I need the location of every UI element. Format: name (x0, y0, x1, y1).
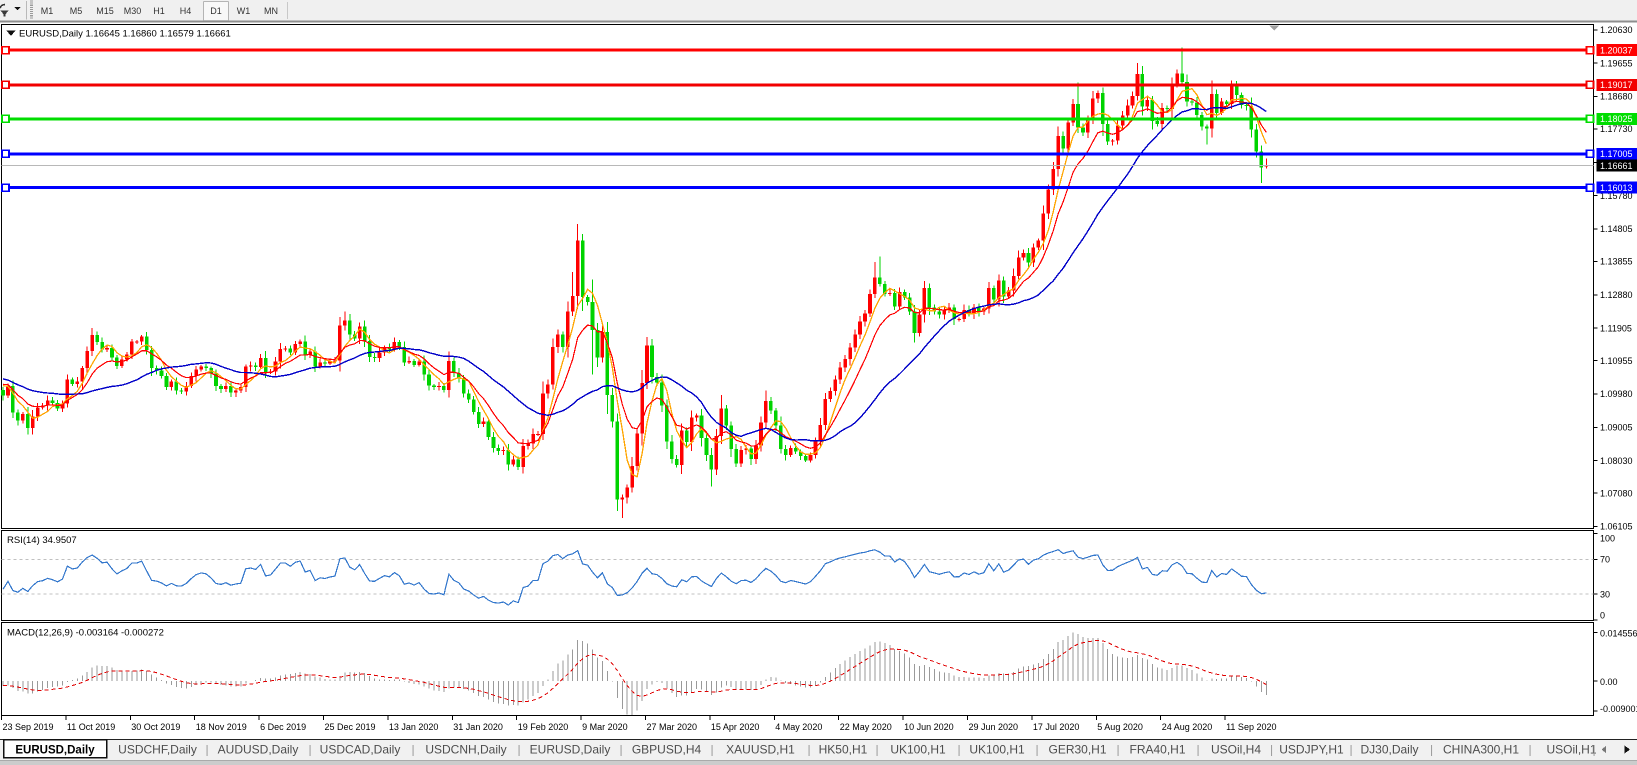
svg-text:|: | (1270, 743, 1273, 757)
svg-text:11 Sep 2020: 11 Sep 2020 (1226, 722, 1276, 732)
svg-text:|: | (308, 743, 311, 757)
svg-text:GER30,H1: GER30,H1 (1048, 743, 1106, 757)
svg-text:MN: MN (264, 6, 278, 16)
svg-text:CHINA300,H1: CHINA300,H1 (1443, 743, 1519, 757)
svg-text:UK100,H1: UK100,H1 (890, 743, 946, 757)
svg-text:0.014556: 0.014556 (1600, 629, 1637, 639)
svg-text:|: | (710, 743, 713, 757)
svg-text:M5: M5 (70, 6, 83, 16)
svg-text:30 Oct 2019: 30 Oct 2019 (131, 722, 180, 732)
svg-text:1.20037: 1.20037 (1600, 45, 1633, 55)
svg-text:-0.009001: -0.009001 (1600, 704, 1637, 714)
svg-text:EURUSD,Daily: EURUSD,Daily (15, 745, 95, 757)
svg-text:30: 30 (1600, 589, 1610, 599)
svg-text:1.18680: 1.18680 (1600, 92, 1633, 102)
svg-text:HK50,H1: HK50,H1 (819, 743, 868, 757)
svg-text:27 Mar 2020: 27 Mar 2020 (647, 722, 698, 732)
svg-text:USDCHF,Daily: USDCHF,Daily (118, 743, 197, 757)
svg-text:70: 70 (1600, 555, 1610, 565)
svg-text:1.06105: 1.06105 (1600, 522, 1633, 532)
svg-text:1.07080: 1.07080 (1600, 488, 1633, 498)
svg-text:18 Nov 2019: 18 Nov 2019 (196, 722, 247, 732)
svg-text:15 Apr 2020: 15 Apr 2020 (711, 722, 760, 732)
svg-text:1.10955: 1.10955 (1600, 356, 1633, 366)
svg-text:17 Jul 2020: 17 Jul 2020 (1033, 722, 1080, 732)
svg-text:|: | (807, 743, 810, 757)
svg-text:1.12880: 1.12880 (1600, 290, 1633, 300)
svg-text:29 Jun 2020: 29 Jun 2020 (969, 722, 1019, 732)
svg-text:DJ30,Daily: DJ30,Daily (1360, 743, 1418, 757)
svg-text:0.00: 0.00 (1600, 677, 1618, 687)
svg-text:10 Jun 2020: 10 Jun 2020 (904, 722, 954, 732)
svg-text:1.16013: 1.16013 (1600, 183, 1633, 193)
svg-text:|: | (1035, 743, 1038, 757)
svg-text:FRA40,H1: FRA40,H1 (1129, 743, 1185, 757)
svg-text:W1: W1 (237, 6, 251, 16)
svg-text:|: | (1349, 743, 1352, 757)
svg-text:100: 100 (1600, 534, 1615, 544)
svg-text:RSI(14) 34.9507: RSI(14) 34.9507 (7, 535, 77, 546)
svg-text:USDCNH,Daily: USDCNH,Daily (425, 743, 506, 757)
svg-text:H1: H1 (153, 6, 165, 16)
svg-text:|: | (1592, 743, 1595, 757)
svg-text:1.18025: 1.18025 (1600, 114, 1633, 124)
svg-text:19 Feb 2020: 19 Feb 2020 (518, 722, 569, 732)
svg-text:|: | (1430, 743, 1433, 757)
svg-text:|: | (1528, 743, 1531, 757)
svg-text:9 Mar 2020: 9 Mar 2020 (582, 722, 628, 732)
svg-text:XAUUSD,H1: XAUUSD,H1 (726, 743, 795, 757)
svg-text:1.13855: 1.13855 (1600, 257, 1633, 267)
svg-text:1.19655: 1.19655 (1600, 58, 1633, 68)
svg-text:6 Dec 2019: 6 Dec 2019 (260, 722, 306, 732)
svg-text:1.08030: 1.08030 (1600, 456, 1633, 466)
svg-text:EURUSD,Daily: EURUSD,Daily (530, 743, 611, 757)
svg-text:M30: M30 (124, 6, 142, 16)
svg-text:D1: D1 (210, 6, 222, 16)
svg-text:23 Sep 2019: 23 Sep 2019 (3, 722, 54, 732)
svg-text:1.20630: 1.20630 (1600, 25, 1633, 35)
svg-text:|: | (411, 743, 414, 757)
svg-text:|: | (1116, 743, 1119, 757)
svg-text:13 Jan 2020: 13 Jan 2020 (389, 722, 439, 732)
svg-text:AUDUSD,Daily: AUDUSD,Daily (218, 743, 299, 757)
svg-text:1.17730: 1.17730 (1600, 124, 1633, 134)
svg-text:USDJPY,H1: USDJPY,H1 (1279, 743, 1344, 757)
svg-text:31 Jan 2020: 31 Jan 2020 (453, 722, 503, 732)
svg-text:USOil,H1: USOil,H1 (1546, 743, 1596, 757)
svg-text:MACD(12,26,9) -0.003164 -0.000: MACD(12,26,9) -0.003164 -0.000272 (7, 628, 164, 639)
svg-text:1.11905: 1.11905 (1600, 323, 1632, 333)
svg-text:1.15780: 1.15780 (1600, 191, 1633, 201)
svg-text:M1: M1 (41, 6, 54, 16)
svg-text:UK100,H1: UK100,H1 (969, 743, 1025, 757)
svg-text:|: | (205, 743, 208, 757)
svg-text:5 Aug 2020: 5 Aug 2020 (1097, 722, 1143, 732)
svg-text:1.09005: 1.09005 (1600, 423, 1633, 433)
svg-text:0: 0 (1600, 611, 1605, 621)
svg-text:H4: H4 (180, 6, 192, 16)
svg-text:USDCAD,Daily: USDCAD,Daily (320, 743, 401, 757)
svg-text:4 May 2020: 4 May 2020 (775, 722, 822, 732)
svg-text:EURUSD,Daily 1.16645 1.16860: EURUSD,Daily 1.16645 1.16860 1.16579 1.1… (19, 29, 231, 40)
svg-text:|: | (517, 743, 520, 757)
svg-text:1.14805: 1.14805 (1600, 224, 1633, 234)
svg-text:25 Dec 2019: 25 Dec 2019 (325, 722, 376, 732)
svg-text:|: | (875, 743, 878, 757)
svg-text:1.09980: 1.09980 (1600, 389, 1633, 399)
svg-text:|: | (619, 743, 622, 757)
svg-text:|: | (1196, 743, 1199, 757)
svg-text:24 Aug 2020: 24 Aug 2020 (1162, 722, 1213, 732)
svg-text:USOil,H4: USOil,H4 (1211, 743, 1261, 757)
svg-text:11 Oct 2019: 11 Oct 2019 (67, 722, 115, 732)
svg-text:1.19017: 1.19017 (1600, 80, 1633, 90)
svg-text:GBPUSD,H4: GBPUSD,H4 (632, 743, 702, 757)
svg-text:|: | (957, 743, 960, 757)
svg-text:1.17005: 1.17005 (1600, 149, 1633, 159)
svg-text:22 May 2020: 22 May 2020 (840, 722, 892, 732)
svg-text:M15: M15 (96, 6, 114, 16)
svg-text:1.16661: 1.16661 (1600, 161, 1633, 171)
